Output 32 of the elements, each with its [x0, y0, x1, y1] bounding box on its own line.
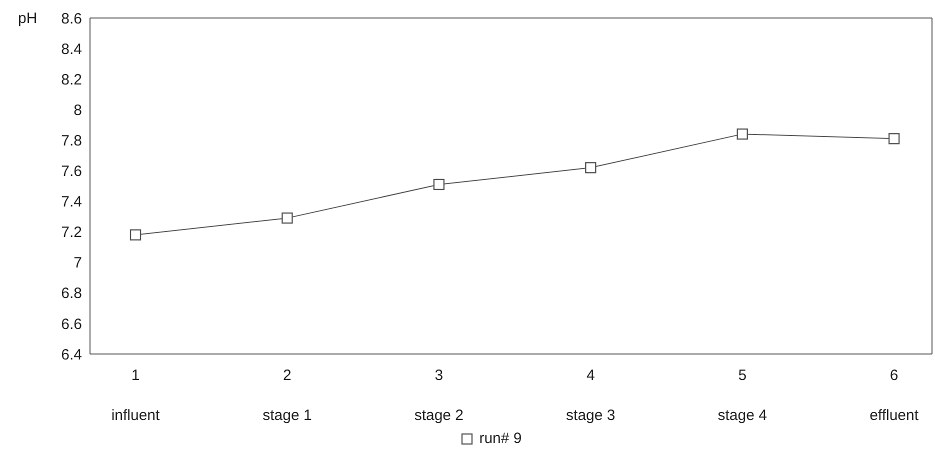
- y-tick-label: 8: [74, 102, 82, 119]
- point: [433, 178, 445, 190]
- point: [888, 133, 900, 144]
- x-tick-label: 3: [434, 367, 444, 384]
- y-tick-label: 7: [74, 254, 82, 272]
- y-tick-label: 8.2: [61, 71, 82, 88]
- y-tick-label: 8.4: [61, 40, 82, 58]
- y-tick-label: 8.6: [61, 10, 82, 28]
- point: [585, 162, 596, 174]
- y-axis-title: pH: [18, 10, 38, 27]
- x-tick-label: 6: [890, 367, 898, 384]
- y-tick-label: 7.4: [61, 194, 82, 211]
- point: [130, 229, 142, 240]
- x-tick-label: 1: [131, 367, 140, 384]
- y-tick-label: 7.2: [61, 224, 82, 242]
- y-tick-label: 7.6: [61, 163, 82, 180]
- point: [282, 212, 293, 224]
- point: [736, 128, 748, 140]
- text: stage 3: [566, 407, 616, 424]
- y-tick-label: 6.4: [61, 346, 82, 364]
- x-tick-label: 5: [738, 367, 747, 384]
- x-tick-label: 2: [283, 367, 292, 384]
- text: stage 1: [262, 407, 312, 424]
- y-tick-label: 6.8: [61, 285, 82, 302]
- text: stage 2: [414, 407, 464, 424]
- text: influent: [111, 407, 161, 424]
- text: stage 4: [718, 407, 767, 424]
- text: effluent: [870, 407, 920, 424]
- y-tick-label: 6.6: [61, 316, 82, 333]
- legend-label: run# 9: [478, 430, 522, 447]
- x-tick-label: 4: [586, 367, 595, 384]
- y-tick-label: 7.8: [61, 132, 82, 150]
